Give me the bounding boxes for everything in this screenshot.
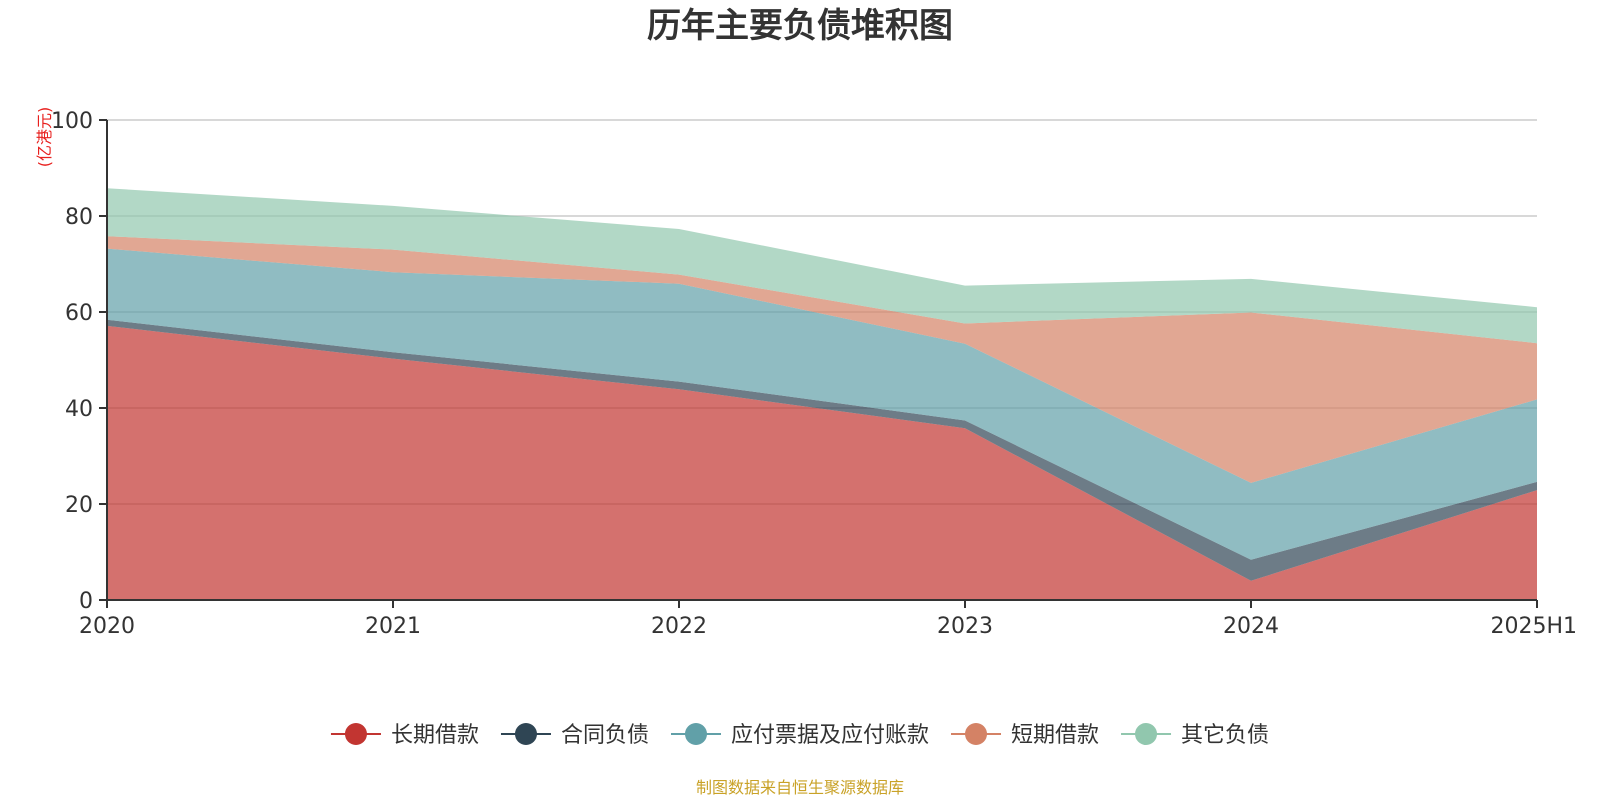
x-tick-label: 2021 <box>365 614 421 639</box>
area-series-0 <box>107 325 1537 600</box>
x-tick-label: 2020 <box>79 614 135 639</box>
y-tick-label: 0 <box>79 589 93 614</box>
y-unit-label: (亿港元) <box>35 107 54 168</box>
x-tick-label: 2024 <box>1223 614 1279 639</box>
legend-marker <box>514 723 537 745</box>
y-tick-label: 60 <box>65 301 93 326</box>
y-tick-label: 40 <box>65 397 93 422</box>
legend-label: 应付票据及应付账款 <box>731 723 929 748</box>
y-tick-label: 80 <box>65 205 93 230</box>
chart-title: 历年主要负债堆积图 <box>647 6 953 46</box>
x-tick-label: 2025H1 <box>1490 614 1577 639</box>
y-tick-label: 100 <box>51 109 93 134</box>
area-series-3 <box>107 236 1537 483</box>
legend-label: 其它负债 <box>1181 723 1269 748</box>
legend-marker <box>684 723 707 745</box>
x-tick-label: 2022 <box>651 614 707 639</box>
series-areas <box>107 188 1537 600</box>
legend-marker <box>344 723 367 745</box>
legend-label: 长期借款 <box>391 723 479 748</box>
legend-marker <box>965 723 988 745</box>
axes: 0 20 40 60 80 100 2020 2021 2022 2023 2024 2025H1 <box>51 109 1577 639</box>
legend: 长期借款 合同负债 应付票据及应付账款 短期借款 其它负债 <box>330 723 1269 748</box>
legend-marker <box>1135 723 1158 745</box>
x-tick-label: 2023 <box>937 614 993 639</box>
source-note: 制图数据来自恒生聚源数据库 <box>696 778 904 797</box>
legend-label: 短期借款 <box>1011 723 1099 748</box>
y-tick-label: 20 <box>65 493 93 518</box>
area-series-4 <box>107 188 1537 344</box>
legend-label: 合同负债 <box>561 723 649 748</box>
area-series-2 <box>107 248 1537 560</box>
